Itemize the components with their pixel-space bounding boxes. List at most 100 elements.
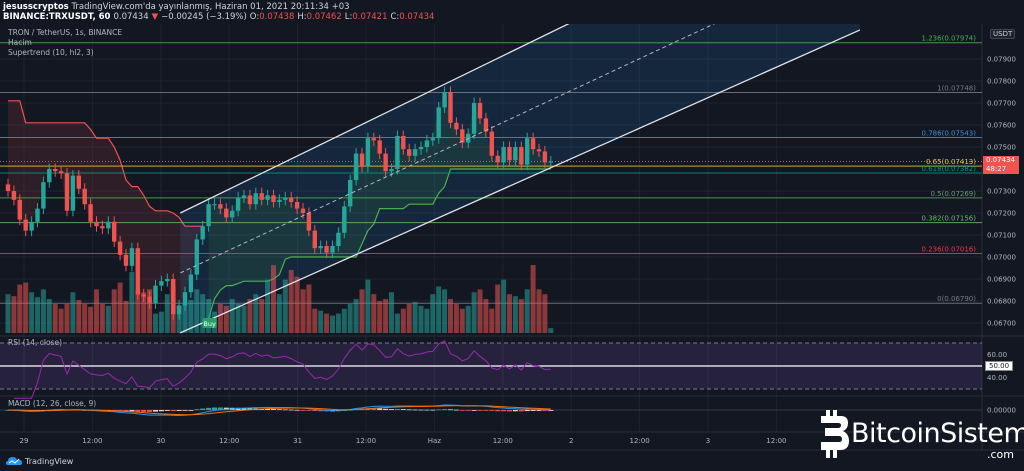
candle-body bbox=[53, 169, 58, 172]
candle-body bbox=[460, 129, 465, 143]
candle-body bbox=[359, 153, 365, 167]
time-axis-label: 12:00 bbox=[82, 437, 102, 445]
symbol: BINANCE:TRXUSDT, 60 bbox=[3, 12, 111, 22]
volume-bar bbox=[158, 311, 164, 333]
volume-bar bbox=[271, 265, 276, 333]
candle-body bbox=[41, 182, 46, 209]
candle-body bbox=[212, 204, 217, 206]
volume-bar bbox=[35, 297, 40, 333]
candle-body bbox=[483, 118, 489, 132]
volume-bar bbox=[52, 303, 58, 333]
fib-level-label: 1.236(0.07974) bbox=[922, 35, 977, 43]
rsi-legend[interactable]: RSI (14, close) bbox=[8, 338, 63, 347]
macd-legend[interactable]: MACD (12, 26, close, 9) bbox=[8, 399, 97, 408]
candle-body bbox=[47, 169, 52, 183]
candle-body bbox=[542, 151, 548, 163]
candle-body bbox=[188, 274, 194, 293]
macd-histogram-bar bbox=[347, 409, 353, 411]
macd-histogram-bar bbox=[512, 410, 518, 412]
candle-body bbox=[525, 138, 530, 165]
candle-body bbox=[294, 202, 300, 209]
macd-histogram-bar bbox=[271, 409, 276, 410]
rsi-axis-label: 40.00 bbox=[987, 374, 1007, 382]
volume-bar bbox=[524, 289, 530, 333]
volume-bar bbox=[135, 289, 141, 333]
candle-body bbox=[489, 131, 494, 156]
time-axis-label: 31 bbox=[293, 437, 302, 445]
tradingview-logo[interactable]: TradingView bbox=[6, 456, 73, 466]
candle-body bbox=[330, 246, 335, 253]
macd-histogram-bar bbox=[117, 410, 123, 412]
macd-histogram-bar bbox=[542, 410, 548, 411]
time-axis-label: 12:00 bbox=[630, 437, 650, 445]
legend-volume[interactable]: Hacim bbox=[8, 38, 32, 47]
time-axis-label: 3 bbox=[706, 437, 710, 445]
legend-symbol[interactable]: TRON / TetherUS, 1s, BINANCE bbox=[8, 28, 123, 37]
candle-body bbox=[407, 149, 412, 156]
volume-bar bbox=[483, 299, 489, 333]
candle-body bbox=[29, 221, 34, 231]
volume-bar bbox=[389, 292, 394, 333]
author[interactable]: jesusscryptos bbox=[3, 2, 69, 12]
candle-body bbox=[17, 199, 22, 220]
fib-level-label: 0.65(0.07413) bbox=[926, 158, 976, 166]
volume-bar bbox=[282, 279, 288, 333]
candle-body bbox=[194, 239, 199, 275]
volume-bar bbox=[324, 313, 330, 333]
volume-bar bbox=[117, 282, 123, 333]
candle-body bbox=[507, 147, 512, 161]
volume-bar bbox=[188, 300, 194, 333]
macd-histogram-bar bbox=[282, 409, 288, 411]
current-price: 0.07434 bbox=[986, 156, 1015, 164]
macd-histogram-bar bbox=[223, 407, 229, 410]
volume-bar bbox=[94, 289, 99, 333]
macd-histogram-bar bbox=[194, 409, 200, 411]
volume-bar bbox=[164, 294, 170, 333]
candle-body bbox=[318, 246, 323, 249]
time-axis-label: 2 bbox=[569, 437, 573, 445]
volume-bar bbox=[11, 296, 17, 333]
volume-bar bbox=[288, 269, 294, 333]
legend-supertrend[interactable]: Supertrend (10, hl2, 3) bbox=[8, 48, 94, 57]
price-axis-label: 0.07600 bbox=[987, 122, 1016, 130]
chart-background bbox=[0, 24, 1024, 450]
volume-bar bbox=[76, 300, 82, 333]
volume-bar bbox=[383, 299, 389, 333]
volume-bar bbox=[347, 303, 353, 333]
candle-body bbox=[353, 153, 359, 180]
candle-body bbox=[259, 193, 264, 200]
candle-body bbox=[147, 296, 152, 304]
price-change: −0.00245 (−3.19%) bbox=[161, 12, 247, 22]
macd-histogram-bar bbox=[548, 410, 554, 411]
price-axis-label: 0.07000 bbox=[987, 254, 1016, 262]
candle-body bbox=[94, 221, 99, 227]
candle-body bbox=[182, 292, 188, 306]
candle-body bbox=[141, 294, 146, 297]
candle-body bbox=[112, 221, 117, 242]
macd-histogram-bar bbox=[265, 408, 271, 410]
price-axis-label: 0.07900 bbox=[987, 56, 1016, 64]
macd-histogram-bar bbox=[241, 407, 247, 410]
macd-histogram-bar bbox=[453, 409, 459, 411]
buy-signal-label: Buy bbox=[203, 320, 216, 328]
volume-bar bbox=[442, 289, 448, 333]
volume-bar bbox=[58, 308, 64, 333]
macd-histogram-bar bbox=[501, 410, 507, 412]
candle-body bbox=[171, 279, 176, 315]
candle-body bbox=[165, 279, 170, 282]
currency-label[interactable]: USDT bbox=[990, 29, 1016, 39]
price-axis-label: 0.07500 bbox=[987, 144, 1016, 152]
volume-bar bbox=[530, 265, 536, 333]
macd-histogram-bar bbox=[400, 409, 406, 410]
volume-bar bbox=[235, 303, 241, 333]
candle-body bbox=[100, 226, 105, 229]
volume-bar bbox=[512, 296, 518, 333]
macd-histogram-bar bbox=[448, 409, 453, 411]
macd-histogram-bar bbox=[129, 410, 135, 412]
volume-bar bbox=[459, 308, 465, 333]
candle-body bbox=[401, 136, 406, 150]
volume-bar bbox=[406, 303, 412, 333]
volume-bar bbox=[217, 303, 223, 333]
channel-upper-line bbox=[179, 24, 570, 214]
